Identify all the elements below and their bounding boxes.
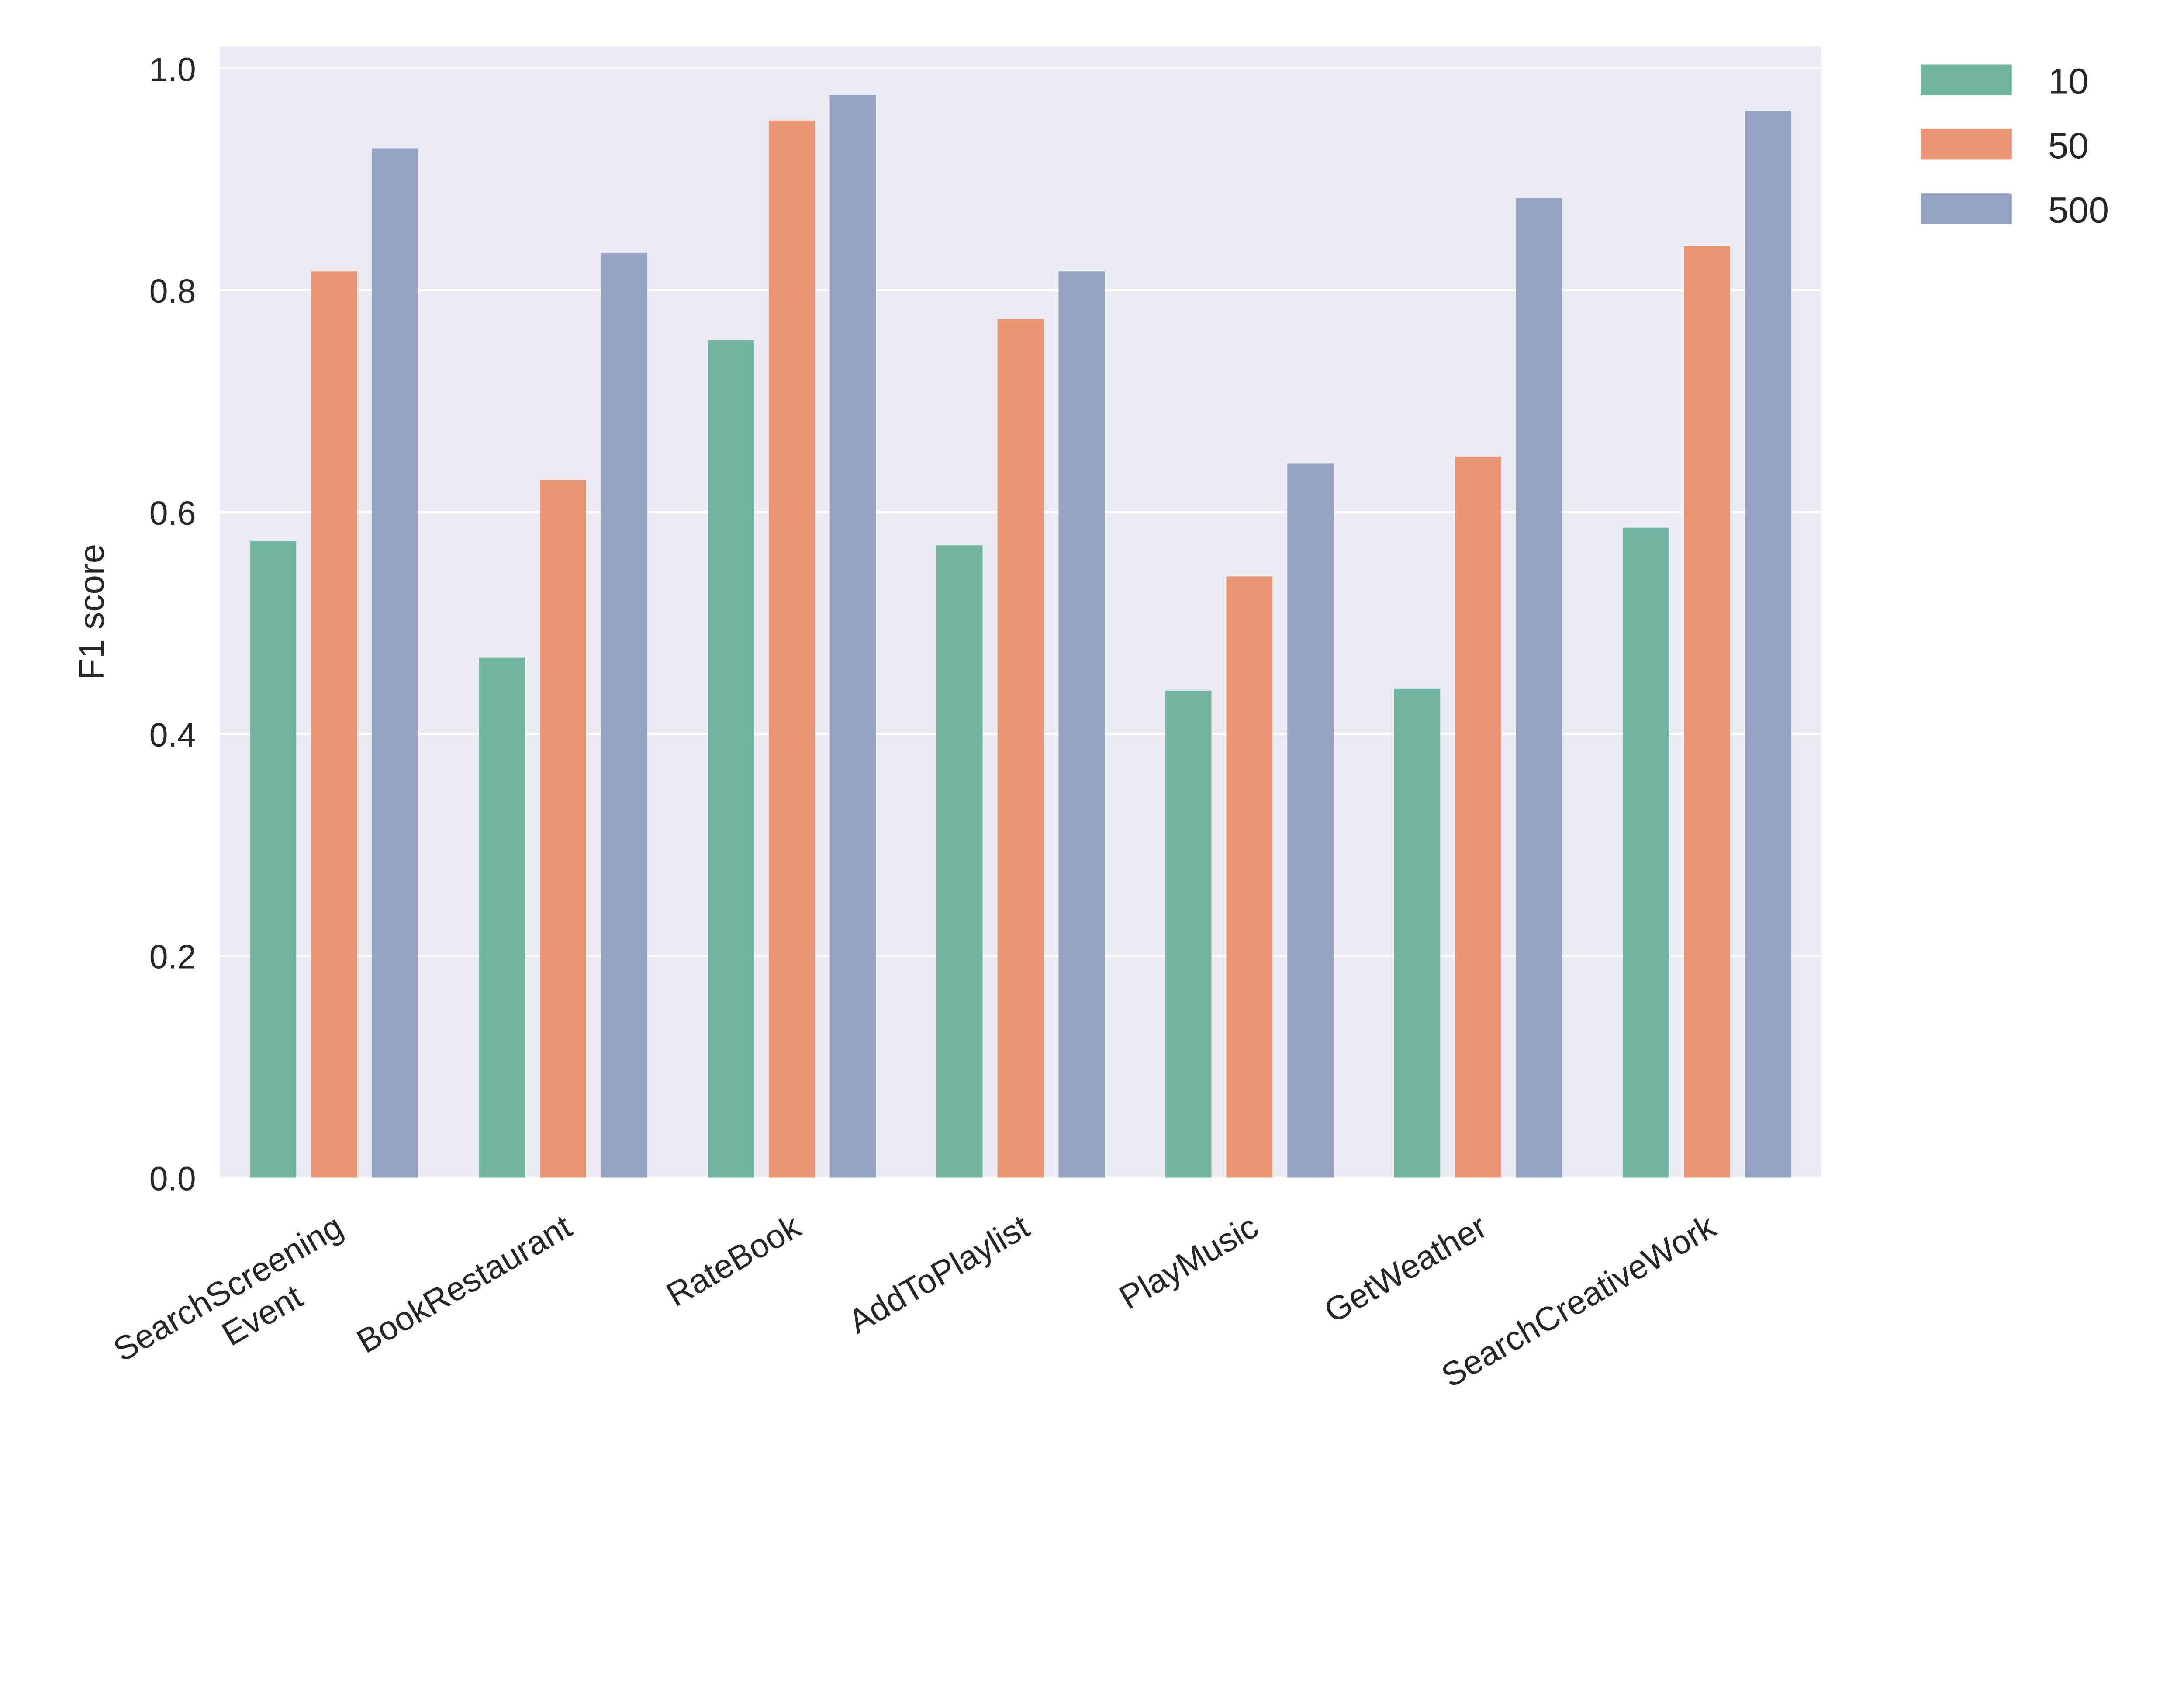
bar-500	[829, 95, 876, 1178]
x-tick-line: PlayMusic	[1113, 1208, 1264, 1317]
x-tick-label: AddToPlaylist	[842, 1208, 1036, 1341]
legend-label-50: 50	[2048, 125, 2089, 166]
y-tick-label: 0.2	[149, 938, 196, 976]
y-tick-label: 0.0	[149, 1160, 196, 1197]
legend-label-500: 500	[2048, 190, 2109, 231]
y-tick-label: 0.8	[149, 273, 196, 310]
bar-10	[1394, 688, 1441, 1178]
bar-50	[997, 319, 1044, 1178]
bar-50	[540, 480, 586, 1178]
y-tick-label: 0.4	[149, 716, 196, 754]
bar-chart: 0.0 0.2 0.4 0.6 0.8 1.0 SearchScreeningEvent B…	[72, 46, 2109, 1404]
x-tick-text: PlayMusic	[1113, 1208, 1264, 1317]
bar-50	[1684, 246, 1730, 1178]
x-tick-text: BookRestaurant	[350, 1208, 578, 1360]
legend: 10 50 500	[1921, 61, 2109, 231]
x-tick-label: RateBook	[660, 1208, 807, 1314]
bar-50	[1226, 576, 1273, 1178]
x-tick-text: AddToPlaylist	[842, 1208, 1036, 1341]
x-tick-text: GetWeather	[1318, 1208, 1493, 1330]
bar-10	[936, 545, 983, 1178]
bar-10	[1165, 690, 1212, 1178]
bar-500	[1745, 111, 1791, 1178]
legend-swatch-50	[1921, 128, 2012, 160]
x-tick-label: BookRestaurant	[350, 1208, 578, 1360]
x-tick-line: SearchScreening	[107, 1208, 349, 1369]
bar-500	[372, 148, 418, 1178]
bar-10	[479, 657, 525, 1178]
bar-50	[311, 271, 357, 1178]
x-tick-line: RateBook	[660, 1208, 807, 1314]
x-tick-label: PlayMusic	[1113, 1208, 1264, 1317]
bar-10	[708, 340, 754, 1178]
x-tick-line: GetWeather	[1318, 1208, 1493, 1330]
x-tick-line: BookRestaurant	[350, 1208, 578, 1360]
y-axis-label: F1 score	[72, 544, 111, 680]
x-tick-label: GetWeather	[1318, 1208, 1493, 1330]
legend-swatch-500	[1921, 193, 2012, 224]
y-tick-label: 0.6	[149, 495, 196, 532]
bar-500	[1516, 198, 1562, 1178]
bar-500	[1287, 463, 1334, 1178]
x-tick-label: SearchScreeningEvent	[107, 1208, 369, 1404]
legend-label-10: 10	[2048, 61, 2089, 102]
x-tick-line: AddToPlaylist	[842, 1208, 1036, 1341]
legend-swatch-10	[1921, 64, 2012, 95]
bar-10	[250, 541, 297, 1178]
bars	[250, 95, 1791, 1178]
x-tick-text: SearchScreeningEvent	[107, 1208, 369, 1404]
bar-500	[601, 253, 647, 1178]
bar-500	[1058, 271, 1105, 1178]
x-tick-labels: SearchScreeningEvent BookRestaurant RateBo…	[107, 1208, 1722, 1404]
y-tick-label: 1.0	[149, 51, 196, 88]
x-tick-text: RateBook	[660, 1208, 807, 1314]
bar-10	[1623, 527, 1669, 1178]
bar-50	[1455, 457, 1502, 1178]
bar-50	[768, 120, 815, 1178]
y-tick-labels: 0.0 0.2 0.4 0.6 0.8 1.0	[149, 51, 196, 1197]
